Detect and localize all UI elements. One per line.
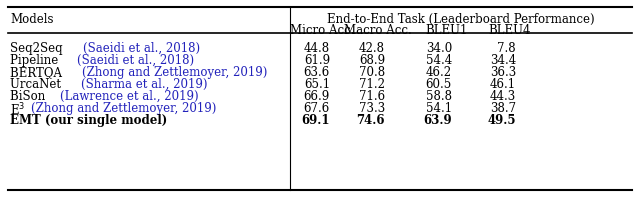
Text: (Zhong and Zettlemoyer, 2019): (Zhong and Zettlemoyer, 2019) (82, 66, 268, 79)
Text: BiSon: BiSon (10, 90, 49, 103)
Text: BERTQA: BERTQA (10, 66, 66, 79)
Text: 71.6: 71.6 (359, 90, 385, 103)
Text: E$^3$: E$^3$ (10, 102, 26, 119)
Text: BLEU1: BLEU1 (426, 24, 468, 37)
Text: Models: Models (10, 13, 54, 26)
Text: UrcaNet: UrcaNet (10, 78, 65, 91)
Text: 7.8: 7.8 (497, 42, 516, 55)
Text: 70.8: 70.8 (359, 66, 385, 79)
Text: 42.8: 42.8 (359, 42, 385, 55)
Text: 74.6: 74.6 (356, 114, 385, 127)
Text: 69.1: 69.1 (301, 114, 330, 127)
Text: BLEU4: BLEU4 (489, 24, 531, 37)
Text: 68.9: 68.9 (359, 54, 385, 67)
Text: 34.4: 34.4 (490, 54, 516, 67)
Text: 34.0: 34.0 (426, 42, 452, 55)
Text: 46.2: 46.2 (426, 66, 452, 79)
Text: (Saeidi et al., 2018): (Saeidi et al., 2018) (83, 42, 200, 55)
Text: 66.9: 66.9 (304, 90, 330, 103)
Text: Macro Acc.: Macro Acc. (344, 24, 412, 37)
Text: End-to-End Task (Leaderboard Performance): End-to-End Task (Leaderboard Performance… (327, 13, 595, 26)
Text: 54.1: 54.1 (426, 102, 452, 115)
Text: EMT (our single model): EMT (our single model) (10, 114, 167, 127)
Text: Micro Acc.: Micro Acc. (290, 24, 355, 37)
Text: 65.1: 65.1 (304, 78, 330, 91)
Text: (Saeidi et al., 2018): (Saeidi et al., 2018) (77, 54, 194, 67)
Text: Seq2Seq: Seq2Seq (10, 42, 67, 55)
Text: (Zhong and Zettlemoyer, 2019): (Zhong and Zettlemoyer, 2019) (31, 102, 216, 115)
Text: 73.3: 73.3 (359, 102, 385, 115)
Text: (Lawrence et al., 2019): (Lawrence et al., 2019) (60, 90, 199, 103)
Text: 44.8: 44.8 (304, 42, 330, 55)
Text: 63.6: 63.6 (304, 66, 330, 79)
Text: 36.3: 36.3 (490, 66, 516, 79)
Text: 63.9: 63.9 (424, 114, 452, 127)
Text: 38.7: 38.7 (490, 102, 516, 115)
Text: 54.4: 54.4 (426, 54, 452, 67)
Text: (Sharma et al., 2019): (Sharma et al., 2019) (81, 78, 207, 91)
Text: 61.9: 61.9 (304, 54, 330, 67)
Text: 49.5: 49.5 (488, 114, 516, 127)
Text: 46.1: 46.1 (490, 78, 516, 91)
Text: Pipeline: Pipeline (10, 54, 62, 67)
Text: 60.5: 60.5 (426, 78, 452, 91)
Text: 67.6: 67.6 (304, 102, 330, 115)
Text: 58.8: 58.8 (426, 90, 452, 103)
Text: 71.2: 71.2 (359, 78, 385, 91)
Text: 44.3: 44.3 (490, 90, 516, 103)
